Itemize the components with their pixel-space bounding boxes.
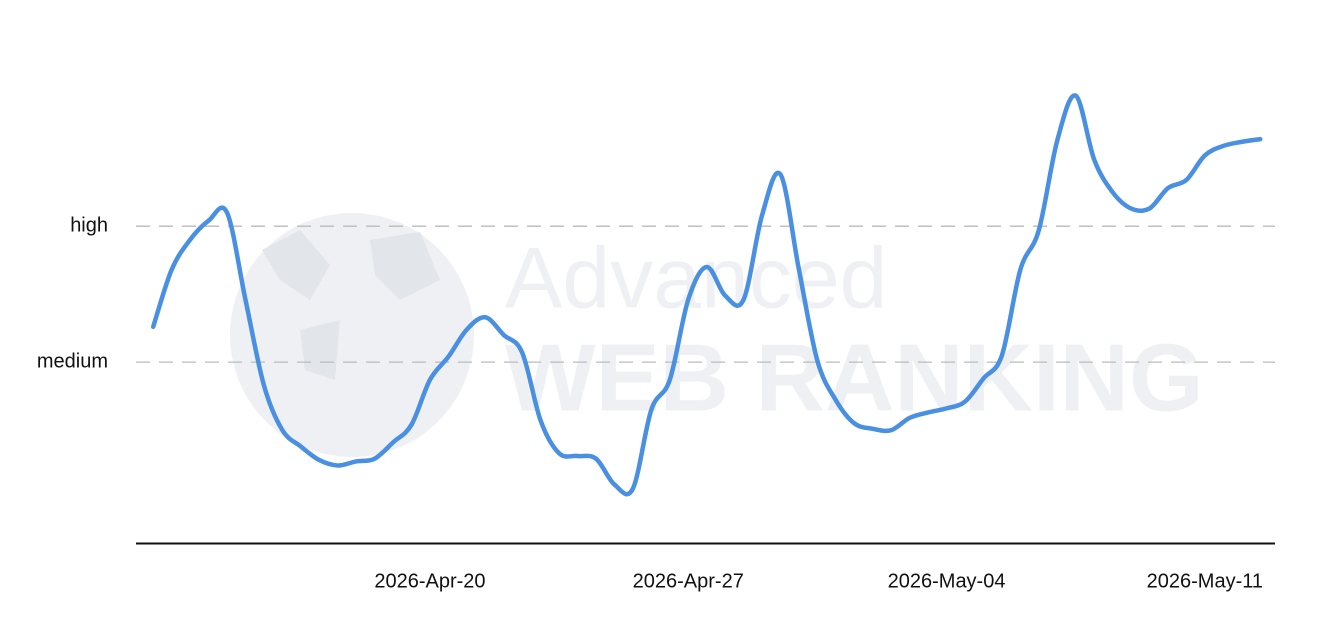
data-line <box>150 93 1263 497</box>
x-tick-label: 2026-May-04 <box>888 570 1006 592</box>
y-tick-label: medium <box>37 350 108 372</box>
x-tick-label: 2026-Apr-27 <box>633 570 744 592</box>
watermark-text: WEB RANKING <box>505 324 1204 431</box>
x-tick-label: 2026-Apr-20 <box>374 570 485 592</box>
x-tick-label: 2026-May-11 <box>1147 570 1263 592</box>
watermark-continents <box>262 230 440 380</box>
y-tick-label: high <box>70 214 108 236</box>
